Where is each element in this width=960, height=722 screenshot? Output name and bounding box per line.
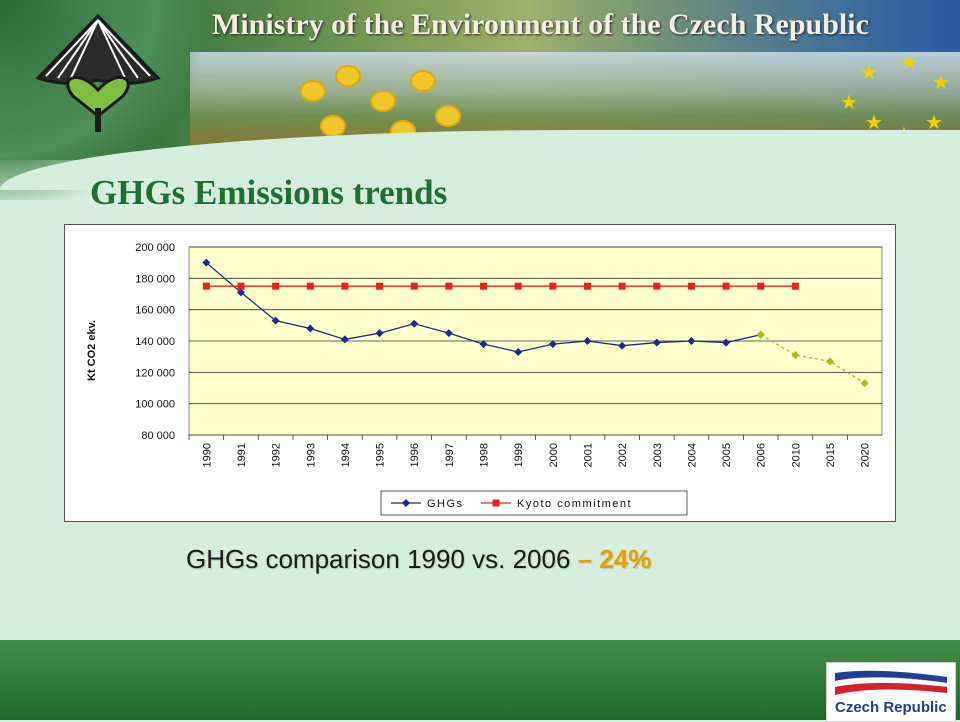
comparison-value: – 24% [577,544,652,574]
data-point [757,282,765,290]
data-point [756,330,765,339]
data-point [271,316,280,325]
data-point [272,282,280,290]
x-tick-label: 1998 [479,443,491,467]
data-point [722,338,731,347]
x-tick-label: 2001 [582,443,594,467]
comparison-text: GHGs comparison 1990 vs. 2006 [186,544,571,574]
legend-label: Kyoto commitment [517,498,632,510]
x-tick-label: 2015 [825,443,837,467]
data-point [237,282,245,290]
ghg-chart: 80 000 100 000 120 000 140 000 160 000 180 00… [64,224,896,522]
chart-svg: 80 000 100 000 120 000 140 000 160 000 180 00… [86,242,883,516]
data-point [549,282,557,290]
x-tick-label: 2005 [721,443,733,467]
marsh-marigold-flowers [290,60,470,155]
data-point [202,258,211,267]
legend-box [380,490,688,516]
footer-band [0,640,960,720]
data-point [791,282,799,290]
eu-stars-icon: ★ ★ ★ ★ ★ ★ ★ [840,52,950,146]
data-point [583,337,592,345]
x-tick-label: 1995 [375,443,387,467]
data-point [444,329,453,338]
data-point [445,282,453,290]
ministry-title: Ministry of the Environment of the Czech… [212,8,869,41]
data-point [652,338,661,347]
data-point [653,282,661,290]
data-point [687,337,696,345]
data-point [375,329,384,338]
legend-marker [492,499,500,507]
data-point [791,351,800,360]
x-tick-label: 2004 [686,443,698,467]
x-tick-label: 1999 [513,443,525,467]
data-point [340,335,349,344]
data-point [860,379,869,388]
ministry-logo-icon [18,8,178,138]
data-point [514,282,522,290]
data-point [410,319,419,328]
y-tick-label: 200 000 [135,242,175,254]
y-tick-label: 80 000 [141,430,175,442]
x-tick-label: 1994 [340,443,352,467]
y-tick-label: 100 000 [135,399,175,411]
x-tick-label: 2000 [548,443,560,467]
data-point [618,282,626,290]
data-point [410,282,418,290]
slide-title: GHGs Emissions trends [90,173,448,212]
data-point [826,357,835,366]
x-tick-label: 2002 [617,443,629,467]
czech-republic-logo: Czech Republic [826,662,956,722]
x-tick-label: 1990 [201,443,213,467]
czech-flag-icon [835,670,947,695]
x-tick-label: 1997 [444,443,456,467]
x-tick-label: 1991 [236,443,248,467]
czech-republic-logo-text: Czech Republic [835,699,947,716]
legend-label: GHGs [427,498,464,510]
y-tick-label: 180 000 [135,273,175,285]
x-tick-label: 1993 [305,443,317,467]
y-axis-label: Kt CO2 ekv. [86,320,98,381]
y-tick-label: 120 000 [135,367,175,379]
legend-marker [402,499,410,507]
data-point [376,282,384,290]
x-tick-label: 2020 [860,443,872,467]
data-point [306,282,314,290]
x-tick-label: 2010 [790,443,802,467]
data-point [687,282,695,290]
data-point [479,340,488,349]
y-tick-label: 160 000 [135,305,175,317]
data-point [548,340,557,349]
data-point [202,282,210,290]
y-tick-label: 140 000 [135,336,175,348]
data-point [618,341,627,350]
data-point [514,347,523,356]
data-point [306,324,315,333]
data-point [722,282,730,290]
data-point [236,288,245,297]
series-line [760,334,866,384]
data-point [480,282,488,290]
x-tick-label: 2006 [756,443,768,467]
data-point [341,282,349,290]
x-tick-label: 1992 [271,443,283,467]
data-point [583,282,591,290]
comparison-caption: GHGs comparison 1990 vs. 2006 – 24% [186,544,651,575]
x-tick-label: 2003 [652,443,664,467]
x-tick-label: 1996 [409,443,421,467]
